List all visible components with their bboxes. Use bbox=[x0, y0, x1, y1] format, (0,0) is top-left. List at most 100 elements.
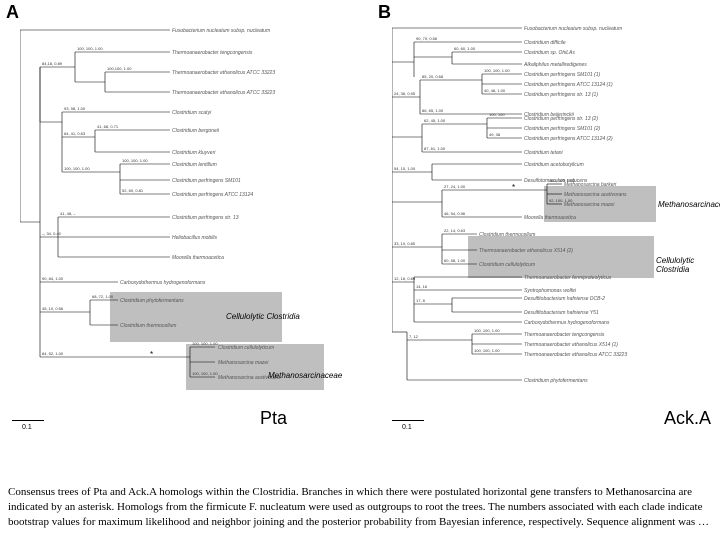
taxon: Clostridium perfringens SM101 (1) bbox=[524, 72, 600, 78]
taxon: Methanosarcina acetivorans bbox=[564, 192, 627, 198]
taxon: Clostridium perfringens str. 13 (2) bbox=[524, 116, 598, 122]
figure-caption: Consensus trees of Pta and Ack.A homolog… bbox=[8, 485, 712, 530]
tree-b-label: Ack.A bbox=[664, 408, 711, 429]
taxon: Clostridium perfringens ATCC 13124 (1) bbox=[524, 82, 613, 88]
taxon: Clostridium perfringens SM101 bbox=[172, 178, 241, 184]
taxon: Clostridium cellulolyticum bbox=[479, 262, 535, 268]
tree-b-scale: 0.1 bbox=[402, 424, 412, 431]
node-value: 49, 38 bbox=[489, 132, 501, 137]
asterisk-icon: * bbox=[512, 183, 515, 192]
taxon: Clostridium perfringens SM101 (2) bbox=[524, 126, 600, 132]
node-value: 60, 60, 1.00 bbox=[454, 46, 476, 51]
taxon: Clostridium cellulolyticum bbox=[218, 345, 274, 351]
tree-a: Fusobacterium nucleatum subsp. nucleatum… bbox=[20, 22, 360, 402]
panel-b-label: B bbox=[378, 2, 391, 23]
taxon: Clostridium sp. OhiLAs bbox=[524, 50, 575, 56]
taxon: Clostridium lentillum bbox=[172, 162, 217, 168]
node-value: 93, 98, 1.00 bbox=[64, 106, 86, 111]
node-value: 100, 100, 1.00 bbox=[64, 166, 90, 171]
node-value: 52, 60, 0.81 bbox=[122, 188, 144, 193]
node-value: 100, 100, 1.00 bbox=[484, 68, 510, 73]
node-value: 17, 8 bbox=[416, 298, 426, 303]
taxon: Thermoanaerobacter tengcongensis bbox=[172, 50, 253, 56]
node-value: 40, 48, 1.00 bbox=[484, 88, 506, 93]
taxon: Thermoanaerobacter fermiproteolyticus bbox=[524, 275, 612, 281]
node-value: 68, 72, 1.00 bbox=[92, 294, 114, 299]
node-value: 14, 16 bbox=[416, 284, 428, 289]
taxon: Clostridium phytofermentans bbox=[120, 298, 184, 304]
tree-a-scale-bar bbox=[12, 420, 44, 421]
node-value: –, 34, 0.40 bbox=[42, 231, 62, 236]
node-value: 92, 100, 1.00 bbox=[549, 198, 573, 203]
node-value: 41, 68, 0.71 bbox=[97, 124, 119, 129]
taxon: Thermoanaerobacter ethanolicus ATCC 3322… bbox=[524, 352, 627, 358]
tree-b-methano-label: Methanosarcinaceae bbox=[658, 200, 720, 209]
node-value: 27, 24, 1.00 bbox=[444, 184, 466, 189]
tree-a-cellulolytic-label: Cellulolytic Clostridia bbox=[226, 312, 300, 321]
tree-b: Fusobacterium nucleatum subsp. nucleatum… bbox=[392, 22, 712, 422]
node-value: 100, 100 bbox=[489, 112, 505, 117]
node-value: 90, 70, 0.56 bbox=[416, 36, 438, 41]
node-value: 22, 14, 0.63 bbox=[444, 228, 466, 233]
taxon: Carboxydothermus hydrogenoformans bbox=[524, 320, 610, 326]
taxon: Carboxydothermus hydrogenoformans bbox=[120, 280, 206, 286]
node-value: 45, 10, 0.56 bbox=[42, 306, 64, 311]
node-value: 86, 65, 1.00 bbox=[422, 108, 444, 113]
taxon: Clostridium perfringens ATCC 13124 (2) bbox=[524, 136, 613, 142]
node-value: 100, 100, 1.00 bbox=[192, 341, 218, 346]
node-value: 12, 16, 0.80 bbox=[394, 276, 416, 281]
taxon: Clostridium bergoneii bbox=[172, 128, 220, 134]
node-value: 54, 15, 1.00 bbox=[394, 166, 416, 171]
taxon: Clostridium perfringens str. 13 (1) bbox=[524, 92, 598, 98]
node-value: 87, 61, 1.00 bbox=[424, 146, 446, 151]
node-value: 100, 100, 1.00 bbox=[474, 328, 500, 333]
taxon: Thermoanaerobacter ethanolicus ATCC 3322… bbox=[172, 90, 275, 96]
node-value: 85, 20, 0.68 bbox=[422, 74, 444, 79]
node-value: 7, 12 bbox=[409, 334, 419, 339]
taxon: Clostridium perfringens str. 13 bbox=[172, 215, 239, 221]
tree-b-cellulolytic-label: Cellulolytic Clostridia bbox=[656, 256, 720, 274]
tree-a-scale: 0.1 bbox=[22, 424, 32, 431]
tree-a-label: Pta bbox=[260, 408, 287, 429]
node-value: 62, 45, 1.00 bbox=[424, 118, 446, 123]
node-value: 64, 41, 0.63 bbox=[64, 131, 86, 136]
panel-a-label: A bbox=[6, 2, 19, 23]
taxon: Clostridium acetobutylicum bbox=[524, 162, 584, 168]
node-value: 33, 10, 0.80 bbox=[394, 241, 416, 246]
taxon: Heliobacillus mobilis bbox=[172, 235, 218, 241]
taxon: Clostridium thermocellum bbox=[120, 323, 176, 329]
taxon: Alkaliphilus metalliredigenes bbox=[523, 62, 587, 68]
taxon: Clostridium scatyi bbox=[172, 110, 212, 116]
node-value: 41, 48, – bbox=[60, 211, 76, 216]
node-value: 60, 58, 1.00 bbox=[444, 258, 466, 263]
node-value: 90, 84, 1.00 bbox=[42, 276, 64, 281]
taxon: Clostridium perfringens ATCC 13124 bbox=[172, 192, 253, 198]
taxon: Clostridium phytofermentans bbox=[524, 378, 588, 384]
node-value: 84,18, 0.89 bbox=[42, 61, 63, 66]
taxon: Clostridium difficile bbox=[524, 40, 566, 46]
taxon: Clostridium thermocellum bbox=[479, 232, 535, 238]
node-value: 24, 36, 0.95 bbox=[394, 91, 416, 96]
taxon: Thermoanaerobacter ethanolicus X514 (2) bbox=[479, 248, 573, 254]
node-value: 100, 100, 1.00 bbox=[474, 348, 500, 353]
taxon: Thermoanaerobacter ethanolicus X514 (1) bbox=[524, 342, 618, 348]
taxon: Clostridium kluyveri bbox=[172, 150, 216, 156]
taxon: Fusobacterium nucleatum subsp. nucleatum bbox=[524, 26, 622, 32]
node-value: 100, 100, 1.00 bbox=[192, 371, 218, 376]
node-value: 84, 52, 1.00 bbox=[42, 351, 64, 356]
taxon: Methanosarcina mazei bbox=[218, 360, 269, 366]
node-value: 100, 100, 1.00 bbox=[77, 46, 103, 51]
tree-a-methano-label: Methanosarcinaceae bbox=[268, 371, 342, 380]
node-value: 100, 100, 1.00 bbox=[122, 158, 148, 163]
taxon: Clostridium tetani bbox=[524, 150, 564, 156]
node-value: 46, 54, 0.96 bbox=[444, 211, 466, 216]
tree-b-scale-bar bbox=[392, 420, 424, 421]
node-value: 100,100, 1.00 bbox=[107, 66, 132, 71]
taxon: Thermoanaerobacter ethanolicus ATCC 3322… bbox=[172, 70, 275, 76]
taxon: Moorella thermoacetica bbox=[524, 215, 576, 221]
taxon: Fusobacterium nucleatum subsp. nucleatum bbox=[172, 28, 270, 34]
taxon: Syntrophomonas wolfei bbox=[524, 288, 577, 294]
taxon: Thermoanaerobacter tengcongensis bbox=[524, 332, 605, 338]
taxon: Moorella thermoacetica bbox=[172, 255, 224, 261]
asterisk-icon: * bbox=[150, 350, 153, 359]
